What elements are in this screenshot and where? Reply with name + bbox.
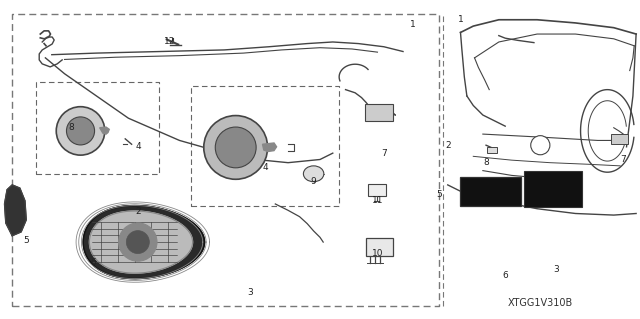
Polygon shape: [100, 127, 109, 134]
FancyBboxPatch shape: [524, 171, 582, 207]
Text: 2: 2: [445, 141, 451, 150]
Circle shape: [126, 231, 149, 254]
Circle shape: [56, 107, 105, 155]
Text: 4: 4: [263, 163, 269, 172]
Circle shape: [215, 127, 256, 168]
Text: 3: 3: [247, 288, 253, 297]
Text: 10: 10: [372, 249, 383, 258]
Text: 5: 5: [24, 236, 29, 245]
Circle shape: [531, 136, 550, 155]
Text: 9: 9: [311, 177, 317, 186]
Circle shape: [118, 223, 157, 261]
Polygon shape: [90, 211, 193, 273]
Text: 8: 8: [483, 158, 489, 167]
FancyBboxPatch shape: [365, 104, 394, 122]
FancyBboxPatch shape: [487, 147, 497, 153]
Text: 8: 8: [68, 123, 74, 132]
Text: 6: 6: [502, 271, 508, 280]
Text: 1: 1: [458, 15, 463, 24]
Text: 12: 12: [164, 38, 175, 47]
Text: 6: 6: [90, 258, 96, 267]
Circle shape: [204, 115, 268, 179]
Text: 5: 5: [436, 190, 442, 199]
Text: XTGG1V310B: XTGG1V310B: [508, 298, 573, 308]
FancyBboxPatch shape: [366, 238, 393, 256]
Polygon shape: [83, 205, 205, 278]
FancyBboxPatch shape: [611, 134, 628, 144]
Polygon shape: [262, 143, 276, 152]
Circle shape: [67, 117, 95, 145]
Polygon shape: [4, 185, 26, 236]
Text: 7: 7: [381, 149, 387, 158]
Text: 3: 3: [554, 264, 559, 274]
Text: 11: 11: [372, 196, 383, 205]
FancyBboxPatch shape: [461, 177, 521, 205]
Text: 1: 1: [410, 20, 415, 29]
Text: 4: 4: [135, 142, 141, 151]
FancyBboxPatch shape: [368, 184, 386, 196]
Text: 7: 7: [620, 155, 626, 164]
Text: 2: 2: [135, 207, 141, 216]
Ellipse shape: [303, 166, 324, 182]
